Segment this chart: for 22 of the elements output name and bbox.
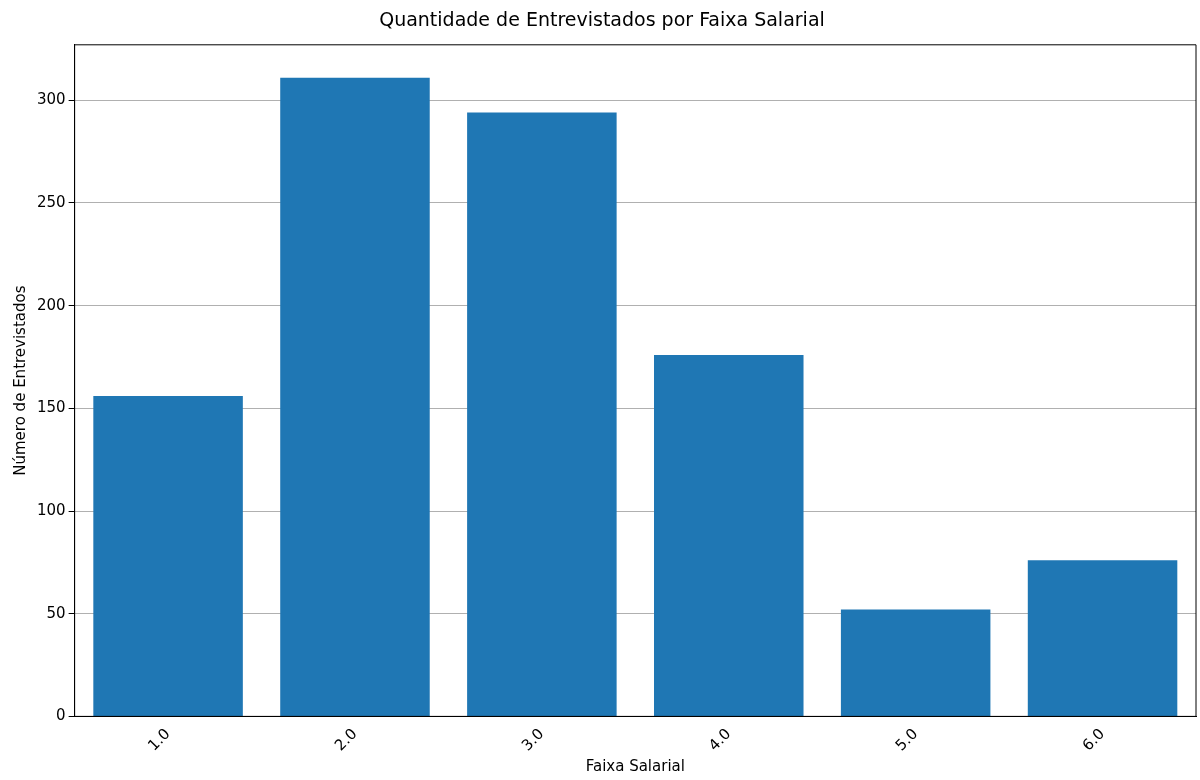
y-tick-label: 300 <box>36 90 66 109</box>
x-tick-label: 5.0 <box>891 724 922 755</box>
x-tick-label: 1.0 <box>144 724 174 755</box>
bar <box>654 354 804 716</box>
x-tick-label: 4.0 <box>704 724 735 755</box>
x-tick-label: 3.0 <box>517 724 548 755</box>
bar <box>467 112 617 716</box>
x-tick-label: 6.0 <box>1078 724 1109 755</box>
y-tick-label: 0 <box>56 706 66 725</box>
y-tick-label: 200 <box>36 295 66 314</box>
bar <box>840 609 991 716</box>
bar <box>93 396 243 716</box>
y-tick-label: 150 <box>36 398 66 417</box>
bar <box>1027 560 1178 716</box>
y-tick-label: 50 <box>46 603 66 622</box>
chart-title: Quantidade de Entrevistados por Faixa Salarial <box>379 8 825 31</box>
bar <box>280 77 430 716</box>
y-axis-title: Número de Entrevistados <box>10 285 29 476</box>
y-tick-label: 100 <box>36 500 66 519</box>
x-tick-label: 2.0 <box>330 724 361 755</box>
y-tick-label: 250 <box>36 192 66 211</box>
x-axis-title: Faixa Salarial <box>585 756 685 775</box>
